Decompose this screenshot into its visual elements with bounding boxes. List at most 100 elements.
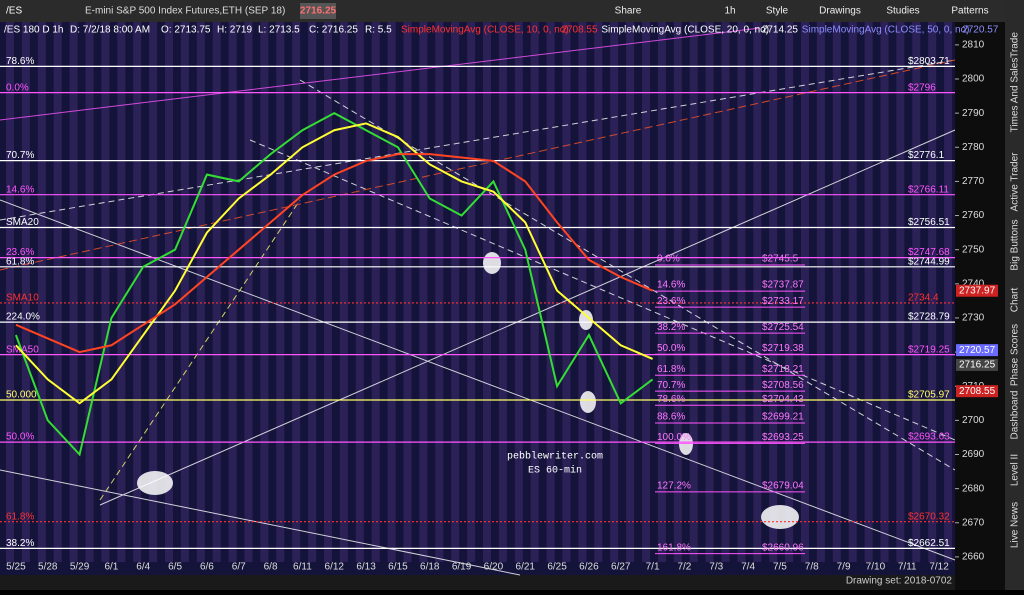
sidebar-tab[interactable]: Active Trader bbox=[1010, 152, 1021, 212]
fib-pct: 70.7% bbox=[657, 380, 685, 391]
level-left-label: 0.0% bbox=[6, 82, 29, 93]
stripe bbox=[642, 22, 650, 562]
fib-label: $2745.5 bbox=[762, 254, 799, 265]
sidebar bbox=[1005, 0, 1024, 590]
fib-pct: 78.6% bbox=[657, 394, 685, 405]
sidebar-tab[interactable]: Trade bbox=[1010, 32, 1021, 58]
stripe bbox=[514, 22, 523, 562]
sidebar-tab[interactable]: Level II bbox=[1010, 454, 1021, 486]
stripe bbox=[308, 22, 317, 562]
legend-item: O: 2713.75 bbox=[161, 25, 211, 36]
fib-pct: 23.6% bbox=[657, 296, 685, 307]
toolbar-button[interactable]: Style bbox=[766, 6, 789, 17]
stripe bbox=[355, 22, 364, 562]
toolbar-button[interactable]: Drawings bbox=[819, 6, 861, 17]
stripe bbox=[467, 22, 476, 562]
x-tick-label: 7/10 bbox=[866, 562, 886, 573]
study-value: 2714.25 bbox=[762, 25, 799, 36]
sidebar-tab[interactable]: Big Buttons bbox=[1010, 219, 1021, 270]
stripe bbox=[737, 22, 746, 562]
price-tag-label: 2716.25 bbox=[959, 360, 996, 371]
price-tag-label: 2737.97 bbox=[959, 285, 996, 296]
x-tick-label: 7/3 bbox=[709, 562, 723, 573]
level-left-label: 38.2% bbox=[6, 538, 34, 549]
x-tick-label: 6/5 bbox=[168, 562, 182, 573]
legend-item: D: 7/2/18 8:00 AM bbox=[70, 25, 150, 36]
last-price: 2716.25 bbox=[300, 6, 337, 17]
level-left-label: 70.7% bbox=[6, 150, 34, 161]
stripe bbox=[339, 22, 348, 562]
x-tick-label: 6/21 bbox=[516, 562, 536, 573]
toolbar-button[interactable]: 1h bbox=[724, 6, 735, 17]
stripe bbox=[165, 22, 173, 562]
x-tick-label: 7/8 bbox=[805, 562, 819, 573]
stripe bbox=[228, 22, 237, 562]
study-name: SimpleMovingAvg (CLOSE, 20, 0, no) bbox=[601, 25, 769, 36]
stripe bbox=[594, 22, 603, 562]
x-tick-label: 7/11 bbox=[898, 562, 917, 573]
stripe bbox=[483, 22, 491, 562]
stripe bbox=[610, 22, 619, 562]
sidebar-tab[interactable]: Live News bbox=[1010, 502, 1021, 548]
stripe bbox=[324, 22, 332, 562]
stripe bbox=[721, 22, 730, 562]
fib-label: $2699.21 bbox=[762, 412, 804, 423]
stripe bbox=[753, 22, 762, 562]
sidebar-tab[interactable]: Chart bbox=[1010, 288, 1021, 313]
fib-pct: 50.0% bbox=[657, 343, 685, 354]
stripe bbox=[880, 22, 889, 562]
x-tick-label: 7/1 bbox=[646, 562, 660, 573]
fib-label: $2660.96 bbox=[762, 542, 804, 553]
toolbar-button[interactable]: Studies bbox=[886, 6, 919, 17]
level-label: $2747.68 bbox=[908, 247, 950, 258]
stripe bbox=[212, 22, 221, 562]
stripe bbox=[37, 22, 46, 562]
stripe bbox=[896, 22, 905, 562]
level-label: $2776.1 bbox=[908, 150, 945, 161]
x-tick-label: 5/28 bbox=[38, 562, 58, 573]
toolbar-button[interactable]: Share bbox=[615, 6, 642, 17]
legend-item: /ES 180 D 1h bbox=[4, 25, 63, 36]
stripe bbox=[689, 22, 698, 562]
symbol[interactable]: /ES bbox=[6, 6, 22, 17]
level-label: $2744.99 bbox=[908, 256, 950, 267]
y-tick-label: 2770 bbox=[962, 176, 985, 187]
series-line bbox=[15, 153, 653, 354]
study-name: SimpleMovingAvg (CLOSE, 10, 0, no) bbox=[401, 25, 569, 36]
level-left-label: 50.000 bbox=[6, 390, 37, 401]
fib-pct: 0.0% bbox=[657, 254, 680, 265]
level-label: $2766.11 bbox=[908, 184, 949, 195]
level-label: $2705.97 bbox=[908, 390, 950, 401]
toolbar-button[interactable]: Patterns bbox=[951, 6, 988, 17]
fib-label: $2704.43 bbox=[762, 394, 804, 405]
x-tick-label: 7/5 bbox=[773, 562, 787, 573]
stripe bbox=[657, 22, 666, 562]
stripe bbox=[816, 22, 825, 562]
study-value: 2708.55 bbox=[561, 25, 598, 36]
sidebar-tab[interactable]: Phase Scores bbox=[1010, 324, 1021, 386]
level-label: $2662.51 bbox=[908, 538, 950, 549]
x-tick-label: 6/6 bbox=[200, 562, 214, 573]
x-tick-label: 6/13 bbox=[356, 562, 376, 573]
stripe bbox=[705, 22, 714, 562]
y-tick-label: 2800 bbox=[962, 74, 985, 85]
x-tick-label: 7/9 bbox=[837, 562, 851, 573]
stripe bbox=[578, 22, 587, 562]
x-tick-label: 7/2 bbox=[677, 562, 691, 573]
y-tick-label: 2700 bbox=[962, 415, 985, 426]
stripe bbox=[864, 22, 873, 562]
x-tick-label: 7/12 bbox=[929, 562, 949, 573]
level-left-label: SMA10 bbox=[6, 293, 39, 304]
sidebar-tab[interactable]: Dashboard bbox=[1010, 391, 1021, 440]
level-label: $2670.32 bbox=[908, 511, 950, 522]
price-tag bbox=[956, 385, 998, 398]
stripe bbox=[403, 22, 412, 562]
sidebar-tab[interactable]: Times And Sales bbox=[1010, 58, 1021, 133]
price-axis bbox=[955, 22, 1005, 590]
price-tag-label: 2720.57 bbox=[959, 345, 996, 356]
stripe bbox=[848, 22, 857, 562]
y-tick-label: 2730 bbox=[962, 313, 985, 324]
stripe bbox=[117, 22, 126, 562]
last-box bbox=[300, 3, 336, 19]
